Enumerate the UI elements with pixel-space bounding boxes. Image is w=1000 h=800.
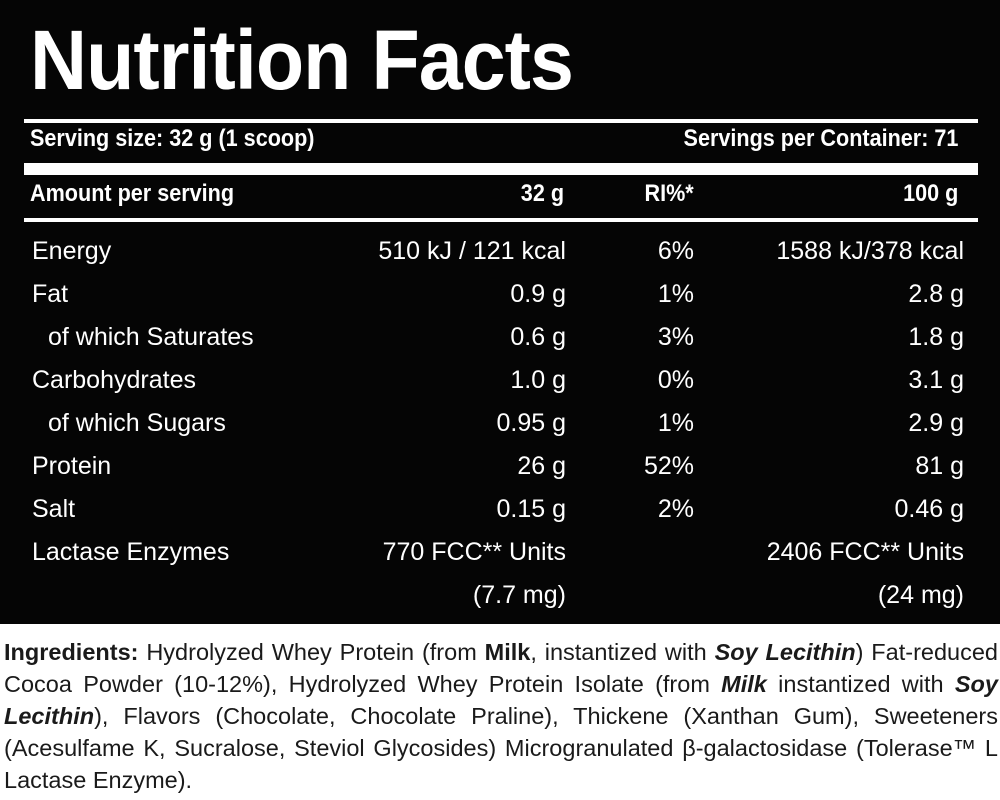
nutrition-facts-title: Nutrition Facts [30, 13, 574, 107]
allergen-milk: Milk [484, 639, 531, 665]
nutrient-ri: 0% [657, 366, 694, 394]
nutrient-per-100g: 1.8 g [908, 323, 964, 351]
ingredients-text: Ingredients: Hydrolyzed Whey Protein (fr… [4, 636, 998, 796]
header-amount-per-serving: Amount per serving [30, 180, 235, 207]
nutrient-name: of which Sugars [48, 409, 226, 437]
nutrient-name: of which Saturates [48, 323, 254, 351]
header-per-serving: 32 g [520, 180, 564, 207]
nutrient-name: Fat [32, 280, 69, 308]
nutrient-per-serving: 0.6 g [510, 323, 566, 351]
allergen-soy-lecithin: Soy Lecithin [4, 671, 998, 729]
nutrient-per-100g: 2.9 g [908, 409, 964, 437]
nutrient-ri: 1% [657, 409, 694, 437]
ingredients-part: instantized with [766, 671, 955, 697]
nutrient-ri: 6% [657, 237, 694, 265]
nutrient-per-serving: 770 FCC** Units [382, 538, 566, 566]
nutrient-ri: 3% [657, 323, 694, 351]
nutrient-per-100g: 3.1 g [908, 366, 964, 394]
nutrient-name: Salt [32, 495, 76, 523]
header-per-100g: 100 g [902, 180, 958, 207]
nutrient-per-100g: 2.8 g [908, 280, 964, 308]
nutrient-per-100g: 1588 kJ/378 kcal [776, 237, 964, 265]
ingredients-part: ) Fat-reduced Cocoa Powder (10-12%), Hyd… [4, 639, 999, 697]
nutrient-per-serving: 0.9 g [510, 280, 566, 308]
nutrient-per-serving: 26 g [517, 452, 566, 480]
serving-size: Serving size: 32 g (1 scoop) [30, 125, 315, 152]
ingredients-part: , instantized with [530, 639, 715, 665]
nutrient-per-serving: 510 kJ / 121 kcal [378, 237, 566, 265]
ingredients-heading: Ingredients: [4, 639, 139, 665]
nutrient-ri: 2% [657, 495, 694, 523]
title-divider [24, 119, 978, 123]
nutrient-name: Energy [32, 237, 112, 265]
nutrient-name: Carbohydrates [32, 366, 196, 394]
nutrient-ri: 1% [657, 280, 694, 308]
nutrient-per-serving: 0.15 g [496, 495, 566, 523]
nutrient-ri: 52% [643, 452, 694, 480]
header-divider [24, 218, 978, 222]
allergen-milk: Milk [721, 671, 767, 697]
nutrient-per-serving: 0.95 g [496, 409, 566, 437]
nutrient-per-100g: 0.46 g [894, 495, 964, 523]
ingredients-part: Hydrolyzed Whey Protein (from [138, 639, 485, 665]
ingredients-part: ), Flavors (Chocolate, Chocolate Praline… [4, 703, 998, 793]
nutrient-name: Lactase Enzymes [32, 538, 230, 566]
nutrient-per-100g: 2406 FCC** Units [766, 538, 964, 566]
thick-divider [24, 163, 978, 175]
nutrient-name: Protein [32, 452, 112, 480]
header-ri-percent: RI%* [644, 180, 694, 207]
allergen-soy-lecithin: Soy Lecithin [714, 639, 856, 665]
nutrient-per-100g-sub: (24 mg) [877, 581, 964, 609]
servings-per-container: Servings per Container: 71 [683, 125, 958, 152]
nutrient-per-serving-sub: (7.7 mg) [472, 581, 566, 609]
nutrient-per-100g: 81 g [915, 452, 964, 480]
nutrient-per-serving: 1.0 g [510, 366, 566, 394]
nutrition-facts-panel: Nutrition Facts Serving size: 32 g (1 sc… [0, 0, 1000, 624]
